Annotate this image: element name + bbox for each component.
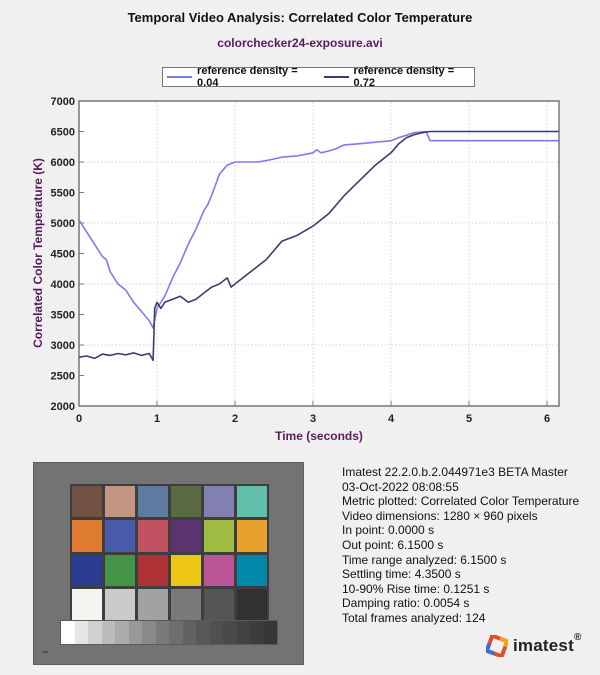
color-patch — [138, 554, 168, 586]
gray-step — [115, 621, 129, 644]
color-patch — [105, 554, 135, 586]
color-patch — [204, 520, 234, 552]
analysis-info: Imatest 22.2.0.b.2.044971e3 BETA Master 0… — [342, 465, 579, 626]
color-patch — [171, 520, 201, 552]
plot-area — [78, 100, 560, 407]
x-tick-label: 1 — [154, 413, 160, 425]
legend-label: reference density = 0.04 — [197, 65, 298, 89]
series-density-004 — [78, 130, 559, 329]
info-line: Settling time: 4.3500 s — [342, 567, 461, 582]
colorchecker-patches — [70, 484, 269, 622]
chart-subtitle: colorchecker24-exposure.avi — [217, 36, 383, 50]
x-tick-label: 4 — [388, 413, 395, 425]
gray-step — [182, 621, 196, 644]
imatest-logo-text: imatest® — [513, 632, 582, 655]
chart-title: Temporal Video Analysis: Correlated Colo… — [127, 10, 473, 25]
color-patch — [72, 486, 102, 518]
info-line: Imatest 22.2.0.b.2.044971e3 BETA Master — [342, 465, 568, 479]
legend-item-density-004: reference density = 0.04 — [167, 65, 318, 89]
gray-step — [74, 621, 88, 644]
y-tick-label: 5500 — [51, 188, 75, 200]
y-axis-title: Correlated Color Temperature (K) — [31, 158, 45, 348]
y-tick-label: 4500 — [51, 249, 75, 261]
series-density-072 — [78, 130, 559, 362]
info-line: Total frames analyzed: 124 — [342, 610, 486, 625]
color-patch — [105, 588, 135, 620]
gray-step — [263, 621, 277, 644]
y-tick-label: 7000 — [51, 96, 75, 108]
imatest-logo-icon — [486, 635, 508, 657]
y-tick-label: 6000 — [51, 157, 75, 169]
legend-label: reference density = 0.72 — [353, 65, 455, 89]
gray-step — [61, 621, 75, 644]
legend: reference density = 0.04 reference densi… — [162, 65, 475, 89]
x-tick-label: 0 — [76, 413, 82, 425]
data-series — [78, 130, 559, 362]
grid-lines — [80, 102, 558, 405]
y-tick-label: 2500 — [51, 371, 75, 383]
y-tick-label: 6500 — [51, 127, 75, 139]
y-tick-label: 4000 — [51, 279, 75, 291]
info-line: Out point: 6.1500 s — [342, 537, 444, 552]
gray-step — [101, 621, 115, 644]
color-patch — [204, 554, 234, 586]
color-patch — [171, 588, 201, 620]
color-patch — [105, 486, 135, 518]
legend-swatch-dark — [323, 76, 349, 78]
color-patch — [72, 520, 102, 552]
checker-mark — [42, 651, 48, 653]
y-tick-labels: 2000 2500 3000 3500 4000 4500 5000 5500 6000 6500… — [51, 96, 75, 413]
info-line: 03-Oct-2022 08:08:55 — [342, 479, 459, 494]
gray-step — [128, 621, 142, 644]
gray-step — [88, 621, 102, 644]
color-patch — [72, 588, 102, 620]
color-patch — [237, 486, 267, 518]
color-patch — [204, 486, 234, 518]
color-patch — [105, 520, 135, 552]
x-tick-label: 6 — [544, 413, 550, 425]
info-line: In point: 0.0000 s — [342, 523, 435, 538]
x-tick-label: 3 — [310, 413, 316, 425]
line-chart: 0 1 2 3 4 5 6 2000 2500 3000 3500 4000 4500 5000 5500… — [31, 96, 560, 443]
legend-swatch-light — [167, 76, 193, 78]
y-tick-label: 3500 — [51, 310, 75, 322]
y-tick-label: 5000 — [51, 218, 75, 230]
legend-item-density-072: reference density = 0.72 — [323, 65, 475, 89]
x-tick-labels: 0 1 2 3 4 5 6 — [76, 413, 550, 425]
gray-step — [142, 621, 156, 644]
gray-step — [250, 621, 264, 644]
y-tick-label: 2000 — [51, 401, 75, 413]
gray-step — [155, 621, 169, 644]
gray-step — [223, 621, 237, 644]
info-line: Time range analyzed: 6.1500 s — [342, 552, 507, 567]
color-patch — [138, 520, 168, 552]
color-patch — [72, 554, 102, 586]
info-line: Metric plotted: Correlated Color Tempera… — [342, 494, 580, 509]
color-patch — [138, 486, 168, 518]
x-axis-title: Time (seconds) — [275, 429, 363, 443]
x-tick-label: 5 — [466, 413, 472, 425]
grayscale-strip — [60, 620, 278, 645]
info-line: 10-90% Rise time: 0.1251 s — [342, 581, 490, 596]
color-patch — [204, 588, 234, 620]
x-tick-label: 2 — [232, 413, 238, 425]
gray-step — [209, 621, 223, 644]
colorchecker-image — [33, 462, 304, 665]
color-patch — [237, 520, 267, 552]
color-patch — [171, 486, 201, 518]
y-tick-label: 3000 — [51, 340, 75, 352]
imatest-logo: imatest® — [486, 632, 582, 657]
info-line: Video dimensions: 1280 × 960 pixels — [342, 508, 538, 523]
gray-step — [236, 621, 250, 644]
color-patch — [237, 588, 267, 620]
color-patch — [138, 588, 168, 620]
axis-ticks — [78, 100, 548, 407]
info-line: Damping ratio: 0.0054 s — [342, 596, 470, 611]
gray-step — [169, 621, 183, 644]
color-patch — [237, 554, 267, 586]
color-patch — [171, 554, 201, 586]
gray-step — [196, 621, 210, 644]
